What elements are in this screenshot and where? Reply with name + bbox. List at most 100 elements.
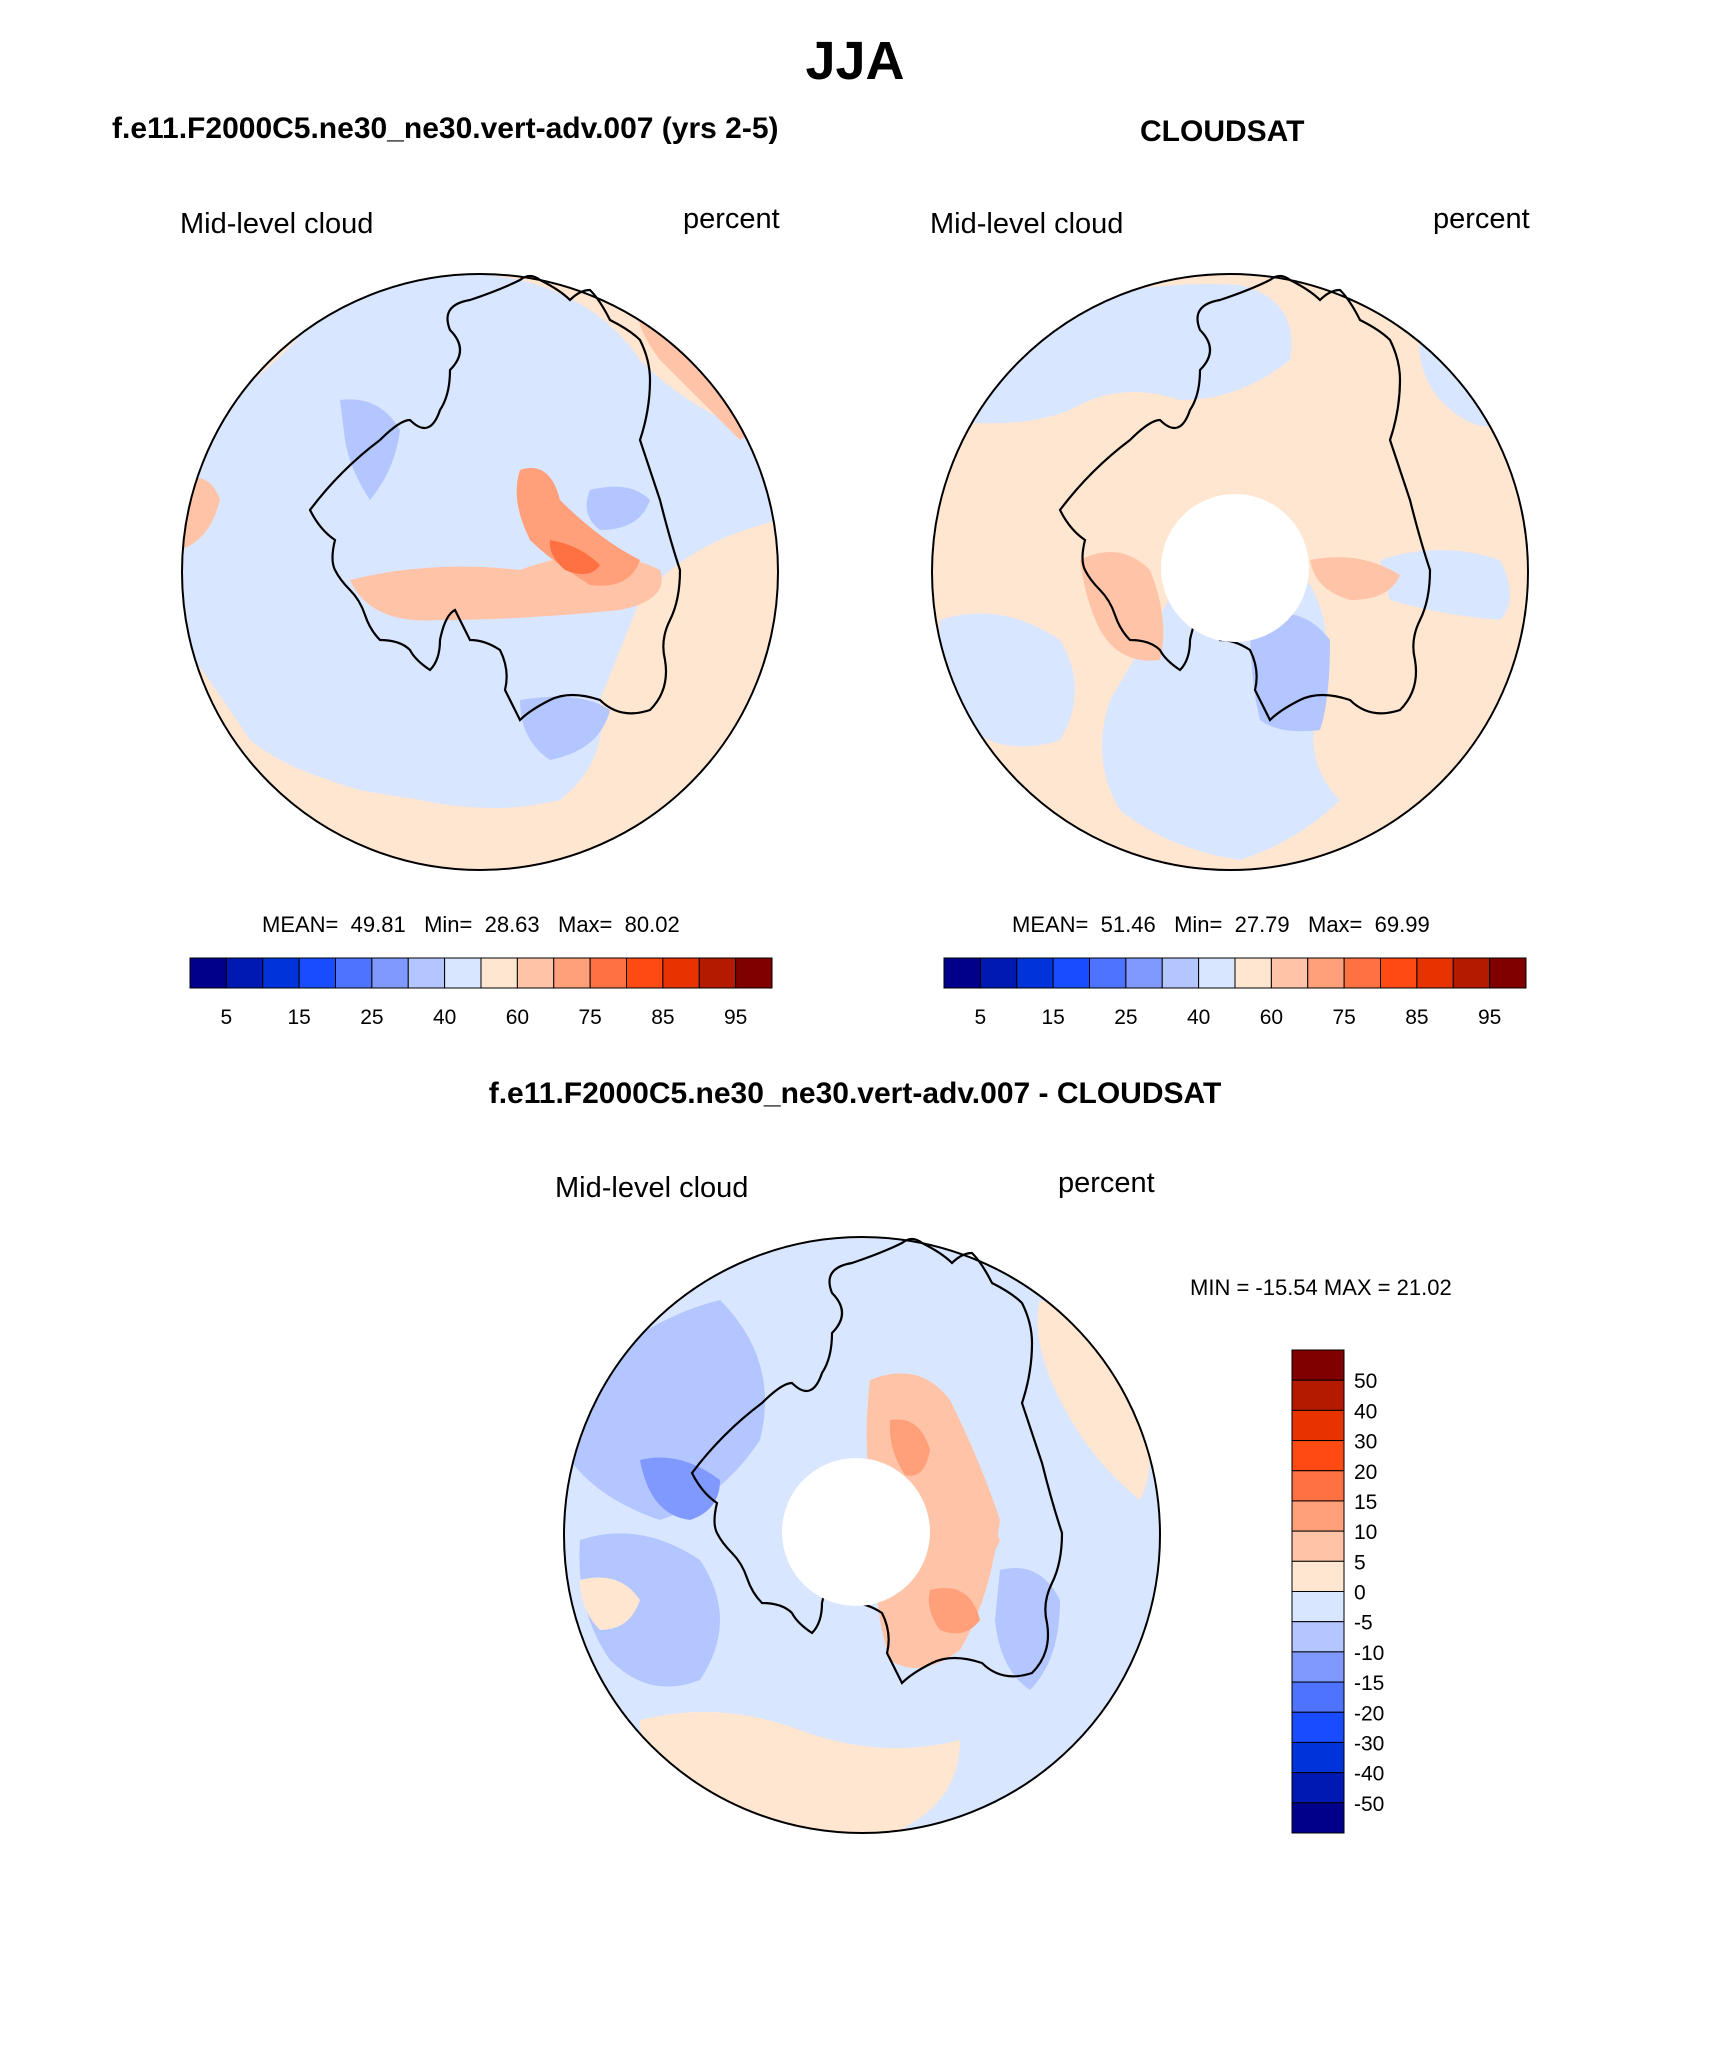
colorbar-box [1291, 1349, 1345, 1381]
colorbar-box [262, 957, 300, 989]
colorbar-tick-label: -5 [1354, 1612, 1373, 1635]
panel3-map-border [563, 1236, 1161, 1834]
colorbar-tick-label: 25 [360, 1006, 383, 1029]
colorbar-box [626, 957, 664, 989]
panel2-title: CLOUDSAT [1140, 115, 1305, 148]
panel2-right-label: percent [1433, 203, 1530, 235]
max-value: 69.99 [1374, 912, 1430, 937]
panel2-patch-4 [1250, 613, 1330, 732]
panel3-map [563, 1236, 1161, 1834]
panel3-missing-pole [782, 1458, 930, 1606]
colorbar-box [1291, 1651, 1345, 1683]
panel2-patch-5 [1080, 552, 1164, 661]
colorbar-box [1125, 957, 1163, 989]
panel1-patch-3 [340, 399, 400, 500]
colorbar-box [1291, 1802, 1345, 1834]
colorbar-box [1291, 1409, 1345, 1442]
colorbar-box [1291, 1379, 1345, 1411]
panel2-patch-0 [940, 284, 1292, 424]
colorbar-tick-label: 75 [1332, 1006, 1355, 1029]
colorbar-box [298, 957, 336, 989]
panel1-map [181, 273, 779, 871]
colorbar-box [1307, 957, 1345, 989]
colorbar-box [407, 957, 446, 989]
panel1-patch-7 [516, 468, 640, 586]
panel1-patch-2 [230, 692, 602, 804]
panel2-map [931, 273, 1529, 871]
colorbar-box [1291, 1440, 1345, 1472]
panel3-patch-10 [995, 1568, 1060, 1690]
colorbar-tick-label: 15 [1354, 1491, 1377, 1514]
colorbar-box [225, 957, 264, 989]
colorbar-box [1291, 1470, 1345, 1502]
colorbar-tick-label: 40 [1354, 1400, 1377, 1423]
colorbar-box [1291, 1681, 1345, 1713]
colorbar-tick-label: 85 [651, 1006, 674, 1029]
colorbar-tick-label: 95 [724, 1006, 747, 1029]
panel2-missing-pole [1161, 494, 1309, 642]
min-label: Min= [424, 912, 473, 937]
mean-label: MEAN= [262, 912, 339, 937]
min-value: 28.63 [484, 912, 540, 937]
panel1-map-border [181, 273, 779, 871]
max-label: Max= [558, 912, 613, 937]
mean-label: MEAN= [1012, 912, 1089, 937]
colorbar-box [735, 957, 773, 989]
colorbar-tick-label: 15 [1041, 1006, 1064, 1029]
panel2-coastline [1058, 274, 1432, 722]
colorbar-box [1291, 1621, 1345, 1653]
colorbar-tick-label: 30 [1354, 1431, 1377, 1454]
colorbar-box [1291, 1560, 1345, 1592]
panel3-left-label: Mid-level cloud [555, 1172, 749, 1204]
colorbar-tick-label: -40 [1354, 1763, 1384, 1786]
panel1-title: f.e11.F2000C5.ne30_ne30.vert-adv.007 (yr… [112, 112, 779, 145]
mean-value: 49.81 [350, 912, 406, 937]
panel3-patch-9 [929, 1508, 1000, 1566]
colorbar-box [662, 957, 700, 989]
colorbar-tick-label: 5 [221, 1006, 233, 1029]
colorbar-tick-label: 5 [1354, 1551, 1366, 1574]
panel1-stats: MEAN= 49.81 Min= 28.63 Max= 80.02 [262, 912, 680, 938]
colorbar-tick-label: -20 [1354, 1702, 1384, 1725]
colorbar-box [1489, 957, 1527, 989]
colorbar-tick-label: -30 [1354, 1732, 1384, 1755]
colorbar-box [1052, 957, 1090, 989]
colorbar-box [1452, 957, 1491, 989]
colorbar-box [1343, 957, 1381, 989]
colorbar-tick-label: -10 [1354, 1642, 1384, 1665]
colorbar-box [1291, 1711, 1345, 1743]
panel1-left-label: Mid-level cloud [180, 208, 374, 240]
colorbar-box [480, 957, 518, 989]
colorbar-box [1016, 957, 1054, 989]
colorbar-box [1198, 957, 1236, 989]
min-value: 27.79 [1234, 912, 1290, 937]
colorbar-tick-label: 40 [1187, 1006, 1210, 1029]
panel1-patch-4 [586, 486, 650, 530]
colorbar-box [516, 957, 555, 989]
panel2-patch-2 [939, 613, 1075, 747]
colorbar-tick-label: 50 [1354, 1370, 1377, 1393]
max-label: Max= [1308, 912, 1363, 937]
colorbar-box [1380, 957, 1418, 989]
colorbar-box [943, 957, 981, 989]
colorbar-tick-label: 75 [578, 1006, 601, 1029]
min-label: Min= [1174, 912, 1223, 937]
colorbar-tick-label: 60 [1260, 1006, 1283, 1029]
panel2-map-border [931, 273, 1529, 871]
panel3-coastline [690, 1237, 1064, 1685]
panel3-patch-5 [580, 1577, 640, 1630]
mean-value: 51.46 [1100, 912, 1156, 937]
panel2-stats: MEAN= 51.46 Min= 27.79 Max= 69.99 [1012, 912, 1430, 938]
colorbar-box [444, 957, 482, 989]
colorbar-box [1291, 1530, 1345, 1562]
colorbar-box [1234, 957, 1272, 989]
max-value: 80.02 [624, 912, 680, 937]
colorbar-box [1291, 1741, 1345, 1774]
colorbar-tick-label: 10 [1354, 1521, 1377, 1544]
panel1-colorbar: 5 15 25 40 60 75 85 95 [189, 957, 773, 1029]
colorbar-box [1291, 1500, 1345, 1532]
colorbar-tick-label: -15 [1354, 1672, 1384, 1695]
colorbar-box [335, 957, 373, 989]
